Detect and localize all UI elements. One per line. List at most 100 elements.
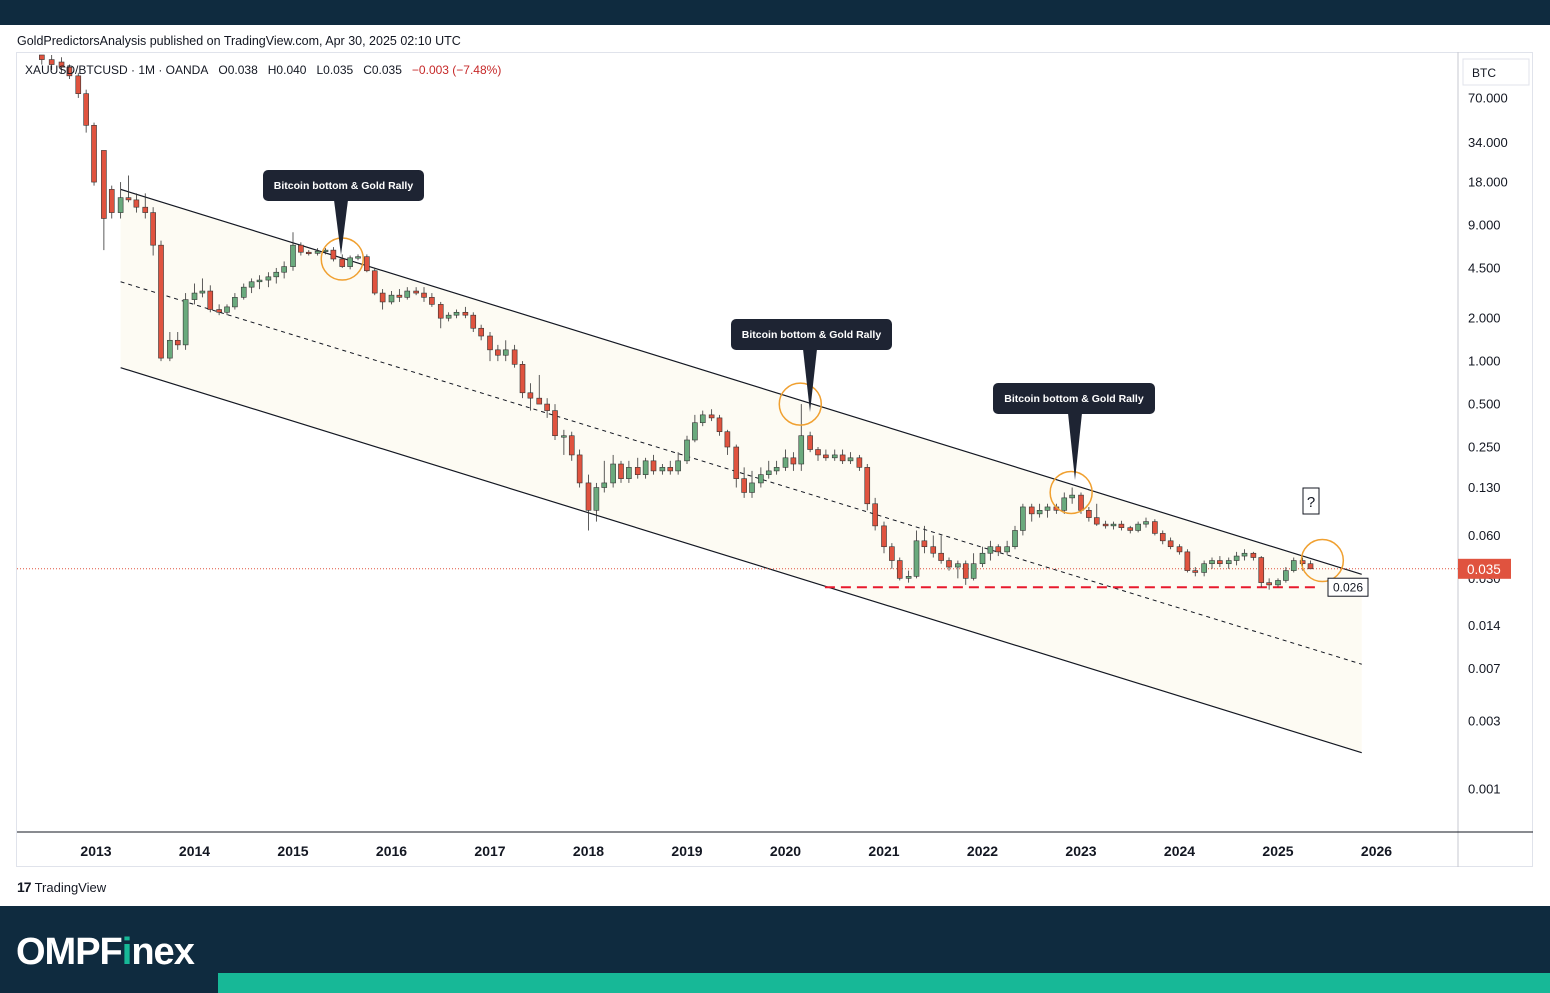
candle-body xyxy=(896,560,903,579)
candle-body xyxy=(905,576,912,579)
candle-body xyxy=(232,297,238,308)
candle-body xyxy=(1266,582,1272,586)
candle xyxy=(692,414,698,443)
annotation-pointer xyxy=(334,200,348,255)
candle xyxy=(667,460,674,475)
candle xyxy=(495,344,501,362)
candle-body xyxy=(1283,570,1289,581)
overlay-layer: Bitcoin bottom & Gold Rally Bitcoin botto… xyxy=(263,170,1369,597)
highlight-circle xyxy=(1049,470,1093,515)
tradingview-logo[interactable]: 17 TradingView xyxy=(17,879,106,895)
candle xyxy=(938,535,944,564)
candle-body xyxy=(733,446,740,479)
candle-body xyxy=(298,244,304,253)
candle-body xyxy=(659,467,666,472)
brand-suffix: nex xyxy=(131,931,194,973)
candle-body xyxy=(1176,546,1183,553)
x-tick-label: 2018 xyxy=(573,843,604,859)
candle xyxy=(930,535,937,558)
candle-body xyxy=(191,292,198,300)
candle xyxy=(281,261,287,279)
candle-body xyxy=(864,467,871,505)
candle-body xyxy=(511,349,518,365)
candle xyxy=(593,482,600,522)
candle-body xyxy=(823,454,829,459)
y-tick-label: 2.000 xyxy=(1468,311,1501,326)
candle xyxy=(765,460,772,479)
candle xyxy=(1086,506,1092,522)
candle xyxy=(872,497,878,531)
candle xyxy=(1176,544,1183,555)
symbol-legend[interactable]: XAUUSD/BTCUSD · 1M · OANDA O0.038 H0.040… xyxy=(25,63,501,77)
candle-body xyxy=(421,292,427,298)
candle-body xyxy=(930,546,937,554)
candle-body xyxy=(224,306,230,313)
candle xyxy=(511,344,518,368)
candle-body xyxy=(946,560,952,568)
candle-body xyxy=(872,503,878,527)
candle-body xyxy=(413,290,419,294)
open-value: O0.038 xyxy=(218,63,258,77)
candle-body xyxy=(749,482,755,493)
candle xyxy=(601,460,608,493)
candle xyxy=(248,278,255,294)
channel-upper-line xyxy=(120,188,1362,575)
candle xyxy=(437,301,444,329)
x-tick-label: 2015 xyxy=(277,843,308,859)
candle xyxy=(413,287,419,296)
candle xyxy=(108,185,115,219)
candle xyxy=(75,72,82,98)
current-price-badge xyxy=(1458,558,1511,579)
candle xyxy=(117,182,124,219)
candle xyxy=(1209,557,1215,569)
candle xyxy=(478,324,484,341)
candle xyxy=(371,267,378,296)
publisher-line: GoldPredictorsAnalysis published on Trad… xyxy=(17,34,461,48)
candle-body xyxy=(487,335,493,351)
x-tick-label: 2013 xyxy=(80,843,111,859)
candle-body xyxy=(1201,563,1207,573)
candle xyxy=(807,431,813,453)
x-tick-label: 2016 xyxy=(376,843,407,859)
candle-body xyxy=(568,435,575,456)
brand-logo: OMPFinex xyxy=(16,931,195,974)
candle-body xyxy=(1241,552,1248,557)
tradingview-text: TradingView xyxy=(34,879,107,895)
candle-body xyxy=(782,457,789,468)
candle xyxy=(347,255,353,270)
channel-fill xyxy=(120,189,1362,753)
candle xyxy=(91,122,97,186)
candle xyxy=(618,460,624,483)
currency-label: BTC xyxy=(1472,66,1496,80)
annotation-callout: Bitcoin bottom & Gold Rally xyxy=(993,383,1155,480)
candle xyxy=(330,247,337,262)
candle-body xyxy=(1093,517,1100,525)
candle-body xyxy=(1102,523,1109,527)
candle-body xyxy=(962,563,969,579)
x-tick-label: 2017 xyxy=(474,843,505,859)
candle-body xyxy=(364,256,370,272)
current-price-label: 0.035 xyxy=(1467,562,1501,577)
candle-body xyxy=(955,563,961,568)
candle-body xyxy=(938,552,944,561)
x-tick-label: 2023 xyxy=(1065,843,1096,859)
annotation-pointer xyxy=(803,349,817,412)
candle-body xyxy=(1086,510,1092,518)
candle xyxy=(421,287,427,302)
candle-body xyxy=(273,271,280,278)
candle xyxy=(379,289,386,310)
candle-body xyxy=(995,546,1002,553)
candle-body xyxy=(379,292,386,303)
candle-body xyxy=(1012,530,1018,548)
candle-body xyxy=(502,349,509,356)
annotation-box xyxy=(263,170,424,201)
symbol-name[interactable]: XAUUSD/BTCUSD · 1M · OANDA xyxy=(25,63,209,77)
candle xyxy=(1004,540,1010,555)
candle-body xyxy=(1258,557,1265,583)
support-label: 0.026 xyxy=(1327,577,1369,597)
candle xyxy=(1307,560,1314,570)
candle-body xyxy=(199,290,206,294)
brand-i: i xyxy=(121,931,133,973)
candle xyxy=(1201,560,1207,577)
